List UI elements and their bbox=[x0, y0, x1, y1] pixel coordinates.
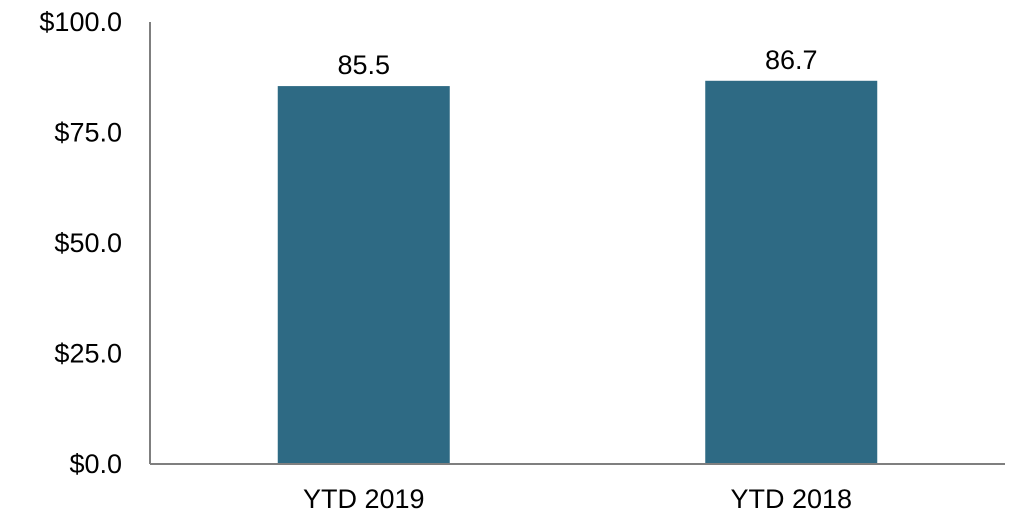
data-labels: 85.5 86.7 bbox=[337, 45, 817, 80]
x-category-label: YTD 2018 bbox=[730, 484, 852, 514]
bars bbox=[277, 80, 878, 464]
y-tick-label: $25.0 bbox=[54, 339, 122, 369]
y-tick-label: $50.0 bbox=[54, 228, 122, 258]
y-tick-label: $0.0 bbox=[69, 449, 122, 479]
y-tick-label: $75.0 bbox=[54, 118, 122, 148]
x-category-label: YTD 2019 bbox=[303, 484, 425, 514]
bar-data-label: 85.5 bbox=[337, 50, 390, 80]
y-tick-label: $100.0 bbox=[39, 7, 122, 37]
x-axis-labels: YTD 2019 YTD 2018 bbox=[303, 484, 852, 514]
y-axis-ticks: $0.0 $25.0 $50.0 $75.0 $100.0 bbox=[39, 7, 122, 479]
bar bbox=[277, 86, 450, 464]
bar-data-label: 86.7 bbox=[765, 45, 818, 75]
bar bbox=[705, 80, 878, 464]
